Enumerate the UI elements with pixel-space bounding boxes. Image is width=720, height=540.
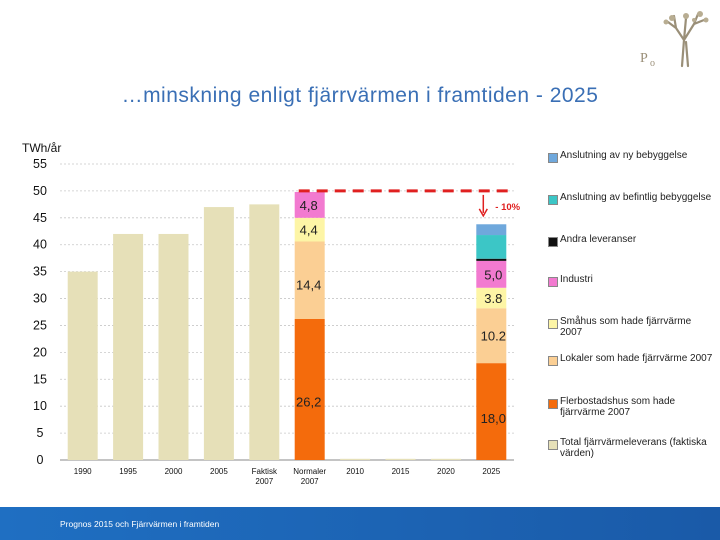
- data-label: 14,4: [296, 278, 321, 293]
- x-tick-label: 2005: [210, 467, 228, 476]
- y-tick-label: 10: [33, 399, 47, 413]
- y-axis: TWh/år 0 5 10 15 20 25 30 35 40 45 50 55: [22, 141, 514, 467]
- footer-bar: Prognos 2015 och Fjärrvärmen i framtiden: [0, 507, 720, 540]
- bar-segment: [476, 235, 507, 259]
- reference-line: - 10%: [298, 189, 521, 218]
- y-tick-label: 25: [33, 318, 47, 332]
- bar-segment: [294, 318, 325, 460]
- x-tick-label: 2020: [437, 467, 455, 476]
- y-tick-label: 35: [33, 265, 47, 279]
- data-label: 4,8: [300, 198, 318, 213]
- bar-total: [249, 204, 280, 460]
- legend-swatch: [548, 356, 558, 366]
- bar-segment: [476, 287, 507, 309]
- data-label: 3.8: [484, 291, 502, 306]
- bar-segment: [294, 217, 325, 242]
- bar-segment: [294, 191, 325, 218]
- bar-segment: [476, 363, 507, 460]
- legend-label: Total fjärrvärmeleverans (faktiska värde…: [560, 437, 707, 459]
- legend-swatch: [548, 440, 558, 450]
- tree-logo-icon: P o: [640, 11, 709, 68]
- legend-label: Lokaler som hade fjärrvärme 2007: [560, 353, 713, 364]
- data-label: 5,0: [484, 267, 502, 282]
- x-tick-sublabel: 2007: [301, 477, 319, 486]
- data-label: 18,0: [481, 411, 506, 426]
- legend-label: Flerbostadshus som hade fjärrvärme 2007: [560, 396, 676, 418]
- data-label: 10.2: [481, 329, 506, 344]
- x-axis-labels: 1990 1995 2000 2005 Faktisk2007Normaler20072…: [74, 467, 501, 486]
- y-tick-label: 30: [33, 292, 47, 306]
- bar-segment: [476, 260, 507, 288]
- y-tick-label: 45: [33, 211, 47, 225]
- bar-total: [67, 271, 98, 460]
- x-tick-label: 2015: [392, 467, 410, 476]
- legend-swatch: [548, 399, 558, 409]
- svg-text:o: o: [650, 58, 655, 68]
- legend-label: Andra leveranser: [560, 234, 637, 245]
- y-tick-label: 5: [37, 426, 44, 440]
- y-tick-label: 0: [37, 453, 44, 467]
- bar-total: [158, 233, 189, 460]
- x-tick-label: 2000: [165, 467, 183, 476]
- x-tick-sublabel: 2007: [255, 477, 273, 486]
- slide-title: …minskning enligt fjärrvärmen i framtide…: [121, 84, 599, 107]
- x-tick-label: Normaler: [293, 467, 326, 476]
- legend-swatch: [548, 319, 558, 329]
- bar-total: [113, 233, 144, 460]
- y-tick-label: 40: [33, 238, 47, 252]
- bar-total: [430, 458, 461, 460]
- x-tick-label: 1995: [119, 467, 137, 476]
- legend-swatch: [548, 277, 558, 287]
- bar-segment: [476, 224, 507, 236]
- bar-total: [340, 458, 371, 460]
- bars: [67, 191, 507, 460]
- y-tick-label: 15: [33, 372, 47, 386]
- legend-swatch: [548, 237, 558, 247]
- x-tick-label: 1990: [74, 467, 92, 476]
- y-axis-label: TWh/år: [22, 141, 61, 155]
- legend-label: Småhus som hade fjärrvärme 2007: [560, 316, 692, 338]
- x-tick-label: Faktisk: [252, 467, 278, 476]
- x-tick-label: 2025: [482, 467, 500, 476]
- y-tick-label: 50: [33, 184, 47, 198]
- legend-label: Anslutning av befintlig bebyggelse: [560, 192, 712, 203]
- svg-text:P: P: [640, 51, 648, 66]
- data-labels: 18,0 10.2 3.8 5,0 26,2 14,4 4,4 4,8: [296, 198, 506, 426]
- bar-segment: [476, 258, 507, 261]
- y-tick-label: 55: [33, 157, 47, 171]
- data-label: 26,2: [296, 394, 321, 409]
- bar-segment: [476, 308, 507, 364]
- bar-segment: [294, 241, 325, 319]
- legend-swatch: [548, 195, 558, 205]
- bar-total: [203, 207, 234, 460]
- footer-text: Prognos 2015 och Fjärrvärmen i framtiden: [60, 519, 220, 529]
- data-label: 4,4: [300, 223, 318, 238]
- reduction-annotation: - 10%: [495, 202, 520, 213]
- x-tick-label: 2010: [346, 467, 364, 476]
- reduction-arrow-head: [478, 208, 488, 218]
- y-tick-label: 20: [33, 345, 47, 359]
- legend-label: Anslutning av ny bebyggelse: [560, 150, 688, 161]
- legend-swatch: [548, 153, 558, 163]
- legend-label: Industri: [560, 274, 593, 285]
- bar-total: [385, 458, 416, 460]
